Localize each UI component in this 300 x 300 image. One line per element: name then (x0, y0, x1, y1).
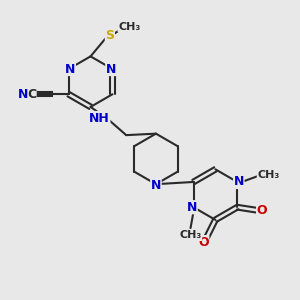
Text: CH₃: CH₃ (118, 22, 140, 32)
Text: O: O (256, 204, 267, 217)
Text: N: N (234, 176, 244, 188)
Text: N: N (106, 62, 116, 76)
Text: N: N (187, 201, 197, 214)
Text: N: N (151, 179, 161, 192)
Text: CH₃: CH₃ (257, 169, 280, 179)
Text: S: S (105, 29, 114, 42)
Text: O: O (198, 236, 209, 249)
Text: C: C (27, 88, 36, 101)
Text: N: N (17, 88, 28, 101)
Text: N: N (65, 62, 75, 76)
Text: NH: NH (89, 112, 110, 124)
Text: CH₃: CH₃ (179, 230, 202, 241)
